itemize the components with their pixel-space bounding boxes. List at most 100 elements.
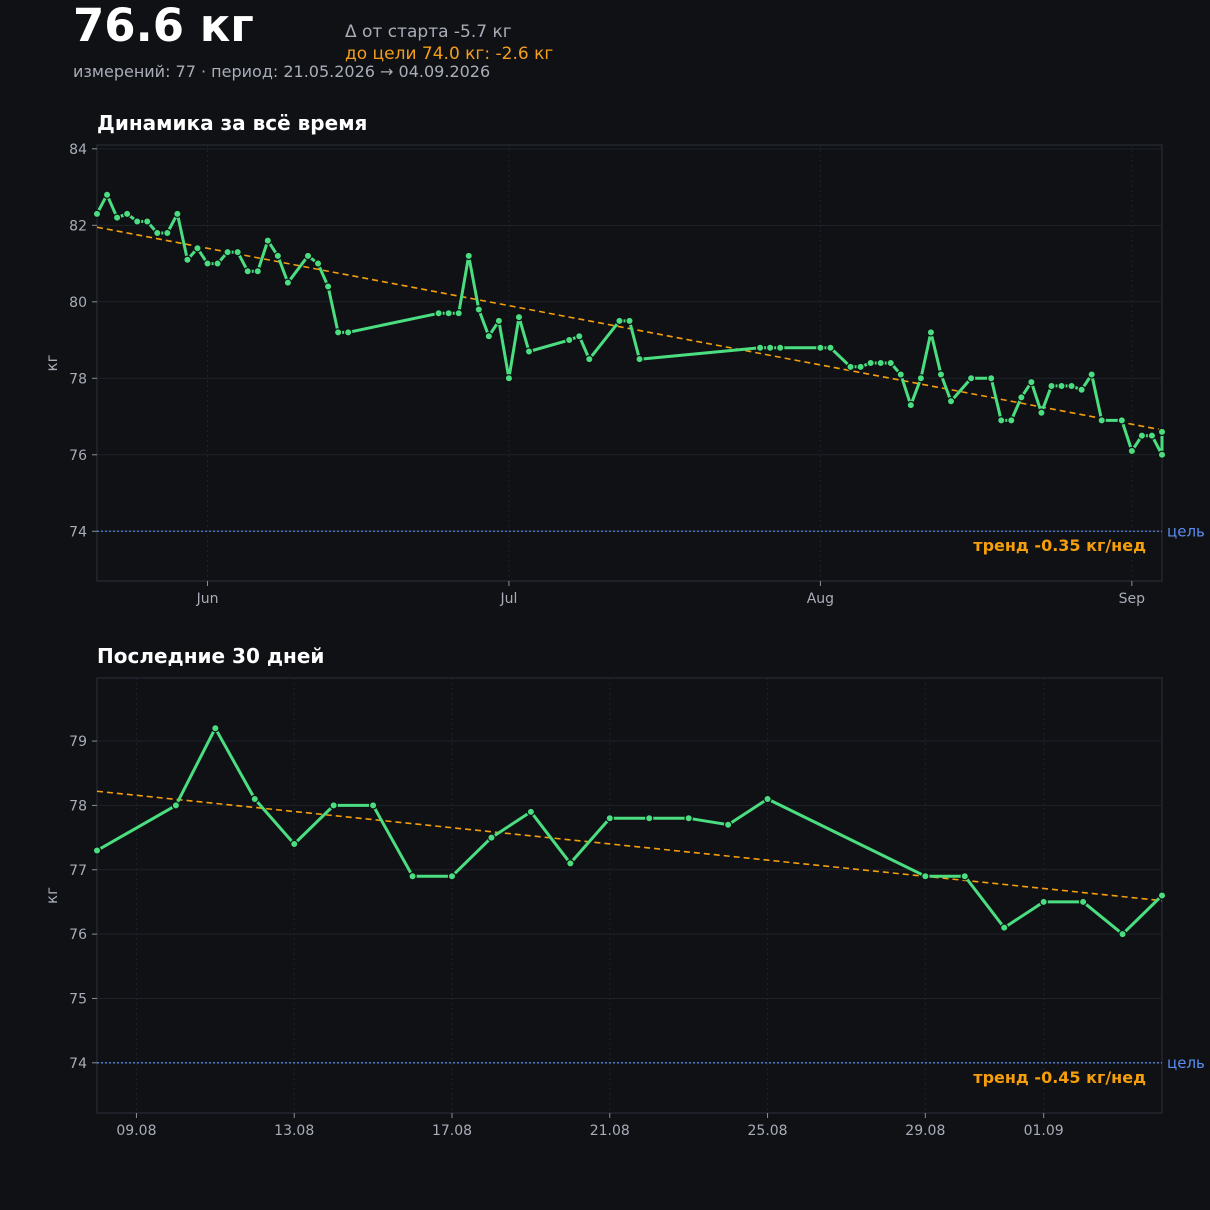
data-point (408, 871, 417, 881)
data-point (368, 801, 378, 810)
goal-label: цель (1167, 522, 1205, 540)
data-point (223, 247, 232, 257)
weight-line (95, 726, 1164, 936)
data-point (906, 400, 916, 410)
chart-title: Последние 30 дней (97, 644, 324, 668)
x-tick-label: Aug (807, 591, 834, 607)
x-tick-label: Jul (499, 591, 517, 607)
y-tick-label: 78 (69, 798, 87, 814)
data-point (243, 267, 252, 276)
data-point (565, 335, 574, 345)
data-point (290, 839, 299, 849)
data-point (514, 312, 524, 322)
data-point (1047, 381, 1056, 391)
data-point (112, 213, 122, 222)
to-goal-text: до цели 74.0 кг: -2.6 кг (345, 44, 554, 64)
data-point (494, 316, 504, 326)
y-tick-label: 80 (69, 295, 87, 311)
y-tick-label: 76 (69, 927, 87, 943)
data-point (526, 807, 536, 817)
data-point (464, 251, 473, 261)
goal-label: цель (1167, 1054, 1205, 1072)
data-point (183, 255, 192, 264)
data-point (273, 251, 283, 261)
data-point (645, 814, 654, 823)
data-point (211, 723, 220, 733)
data-point (213, 259, 222, 268)
data-point (816, 343, 825, 352)
data-point (886, 358, 895, 368)
chart-title: Динамика за всё время (97, 111, 367, 135)
data-point (283, 278, 293, 287)
data-point (474, 305, 483, 314)
data-point (1000, 923, 1009, 932)
y-tick-label: 75 (69, 991, 87, 1007)
data-point (102, 190, 112, 199)
x-tick-label: 01.09 (1024, 1123, 1064, 1139)
data-point (303, 251, 313, 261)
data-point (1147, 431, 1157, 440)
delta-from-start: Δ от старта -5.7 кг (345, 22, 512, 42)
data-point (343, 328, 353, 337)
data-point (997, 416, 1006, 425)
data-point (1027, 377, 1036, 387)
data-point (1007, 416, 1016, 425)
data-point (921, 871, 930, 881)
data-point (524, 347, 534, 356)
data-point (132, 217, 142, 226)
data-point (1118, 929, 1127, 939)
data-point (1078, 897, 1088, 907)
data-point (92, 846, 102, 855)
x-tick-label: Sep (1119, 591, 1146, 607)
data-point (765, 343, 775, 352)
data-point (946, 397, 956, 406)
data-point (171, 801, 181, 810)
x-tick-label: 13.08 (274, 1123, 314, 1139)
data-point (566, 859, 575, 868)
trend-annotation: тренд -0.35 кг/нед (973, 536, 1146, 555)
data-point (1157, 450, 1167, 459)
plot-area (96, 144, 1163, 582)
data-point (1137, 431, 1147, 440)
data-point (916, 374, 926, 383)
data-point (1037, 408, 1046, 417)
data-point (504, 374, 514, 383)
y-tick-label: 74 (69, 524, 87, 540)
weight-line (95, 193, 1164, 457)
data-point (329, 801, 338, 810)
data-point (122, 209, 132, 219)
x-tick-label: Jun (196, 591, 219, 607)
data-point (333, 328, 343, 337)
data-point (856, 362, 865, 372)
data-point (625, 316, 634, 326)
y-tick-label: 76 (69, 448, 87, 464)
data-point (143, 217, 152, 226)
data-point (585, 354, 594, 364)
data-point (263, 236, 273, 245)
data-point (1087, 370, 1096, 379)
x-tick-label: 25.08 (748, 1123, 788, 1139)
data-point (926, 328, 936, 337)
x-tick-label: 21.08 (590, 1123, 630, 1139)
data-point (605, 814, 614, 823)
y-axis-label: кг (43, 354, 61, 371)
data-point (575, 332, 584, 341)
data-point (447, 871, 457, 881)
trend-line (96, 790, 1163, 902)
data-point (936, 370, 946, 379)
data-point (487, 833, 496, 842)
trend-annotation: тренд -0.45 кг/нед (973, 1068, 1146, 1087)
current-weight: 76.6 кг (73, 0, 254, 52)
data-point (1117, 416, 1127, 425)
data-point (635, 354, 644, 364)
trend-line (96, 226, 1163, 431)
y-tick-label: 79 (69, 734, 87, 750)
y-tick-label: 84 (69, 142, 87, 158)
data-point (1097, 416, 1106, 425)
data-point (323, 282, 333, 291)
plot-area (96, 677, 1163, 1114)
x-tick-label: 17.08 (432, 1123, 472, 1139)
data-point (1017, 393, 1026, 402)
data-point (866, 358, 875, 368)
